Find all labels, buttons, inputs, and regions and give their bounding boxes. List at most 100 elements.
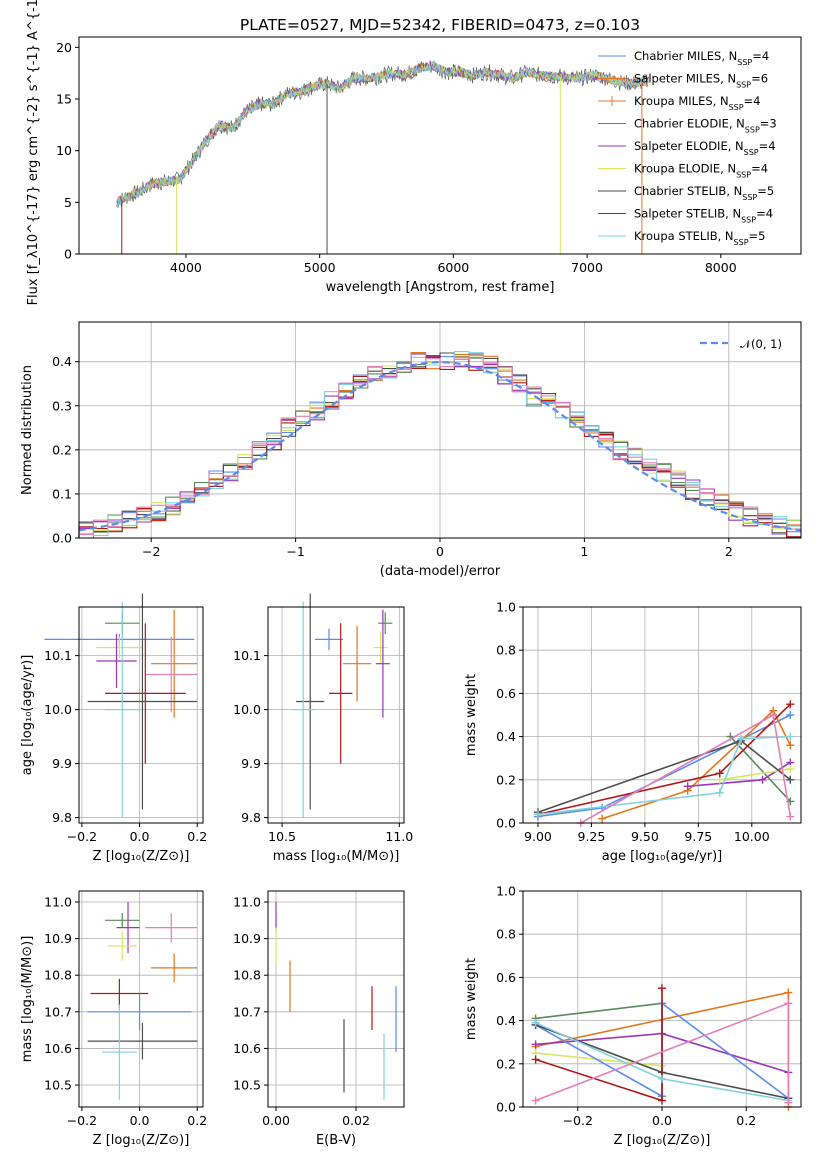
y-axis-label: mass [log₁₀(M/M⊙)] [20,936,35,1063]
x-tick-label: −0.2 [563,1113,593,1128]
x-tick-label: 0.0 [130,1113,150,1128]
legend-label: Chabrier MILES, NSSP=4 [634,49,769,67]
axes-frame [522,606,802,824]
x-tick-label: −1 [286,544,304,559]
axes-frame [78,321,802,539]
axes-frame [267,890,405,1108]
weight-point [658,1096,666,1105]
x-tick-label: 0.0 [130,829,150,844]
weight-point [715,769,724,778]
y-tick-label: 9.8 [241,810,261,825]
x-tick-label: 0.02 [342,1113,370,1128]
x-tick-label: 11.0 [385,829,413,844]
weight-point [784,999,793,1008]
y-tick-label: 10.1 [44,648,72,663]
x-tick-label: 8000 [705,260,737,275]
x-tick-label: 0.0 [652,1113,672,1128]
histogram-step [78,355,801,538]
x-tick-label: 9.25 [578,829,606,844]
y-tick-label: 10.6 [44,1041,72,1056]
weight-point [683,782,692,791]
y-axis-label: age [log₁₀(age/yr)] [20,655,35,776]
y-tick-label: 0.2 [496,1056,516,1071]
y-tick-label: 10.1 [233,648,261,663]
x-tick-label: −0.2 [67,1113,97,1128]
x-axis-label: (data-model)/error [380,564,501,579]
y-tick-label: 9.9 [52,756,72,771]
y-tick-label: 0.4 [496,1013,516,1028]
x-axis-label: Z [log₁₀(Z/Z⊙)] [93,849,190,864]
x-tick-label: 1 [580,544,588,559]
weight-point [786,711,795,719]
weight-point [531,1018,540,1027]
x-tick-label: 6000 [437,260,469,275]
x-tick-label: 0.00 [262,1113,290,1128]
legend-label: Chabrier STELIB, NSSP=5 [634,184,774,202]
weight-point [737,734,746,743]
y-tick-label: 20 [56,40,72,55]
axes-frame [78,890,204,1108]
weight-point [531,1096,540,1105]
x-tick-label: 7000 [571,260,603,275]
y-tick-label: 11.0 [44,894,72,909]
y-tick-label: 0.2 [52,442,72,457]
weight-line [729,736,791,802]
y-tick-label: 10.8 [233,968,261,983]
y-tick-label: 0.4 [52,354,72,369]
spectrum-line [116,60,649,208]
y-tick-label: 0.4 [496,729,516,744]
y-tick-label: 0.3 [52,398,72,413]
weight-point [786,775,795,784]
x-axis-label: Z [log₁₀(Z/Z⊙)] [614,1133,711,1148]
weight-point [786,700,795,709]
x-tick-label: −0.2 [67,829,97,844]
weight-point [769,711,778,719]
y-tick-label: 1.0 [496,884,516,899]
gaussian-curve [78,360,802,532]
y-tick-label: 10.5 [233,1078,261,1093]
x-tick-label: 10.00 [734,829,770,844]
legend-label: Chabrier ELODIE, NSSP=3 [634,117,777,135]
y-axis-label: Flux [f_λ10^{-17} erg cm^{-2} s^{-1} A^{… [26,0,41,305]
y-tick-label: 0 [64,247,72,262]
x-tick-label: 10.5 [268,829,296,844]
weight-point [786,812,795,821]
legend-label: Kroupa MILES, NSSP=4 [634,94,760,112]
y-tick-label: 10.9 [233,931,261,946]
histogram-step [78,353,801,538]
weight-point [786,732,795,741]
y-tick-label: 0.8 [496,643,516,658]
y-tick-label: 11.0 [233,894,261,909]
x-tick-label: 9.50 [631,829,659,844]
x-tick-label: −2 [142,544,160,559]
weight-point [715,788,724,797]
spectrum-line [116,61,649,207]
axes-frame [522,890,802,1108]
y-tick-label: 0.2 [496,772,516,787]
x-tick-label: 0 [436,544,444,559]
weight-point [531,1040,540,1049]
axes-frame [78,36,802,255]
x-tick-label: 9.00 [524,829,552,844]
x-axis-label: mass [log₁₀(M/M⊙)] [273,849,400,864]
weight-line [601,709,792,820]
y-tick-label: 0.0 [52,531,72,546]
y-tick-label: 0.8 [496,927,516,942]
y-tick-label: 0.6 [496,686,516,701]
legend-label: Kroupa STELIB, NSSP=5 [634,229,765,247]
y-axis-label: mass weight [464,958,479,1040]
spectrum-line [116,61,649,208]
x-tick-label: 0.2 [736,1113,756,1128]
weight-point [758,775,767,784]
y-tick-label: 9.8 [52,810,72,825]
weight-point [531,1055,540,1064]
y-tick-label: 10.0 [44,702,72,717]
axes-frame [267,606,405,824]
x-tick-label: 9.75 [684,829,712,844]
spectrum-line [116,62,649,204]
y-tick-label: 10.7 [233,1004,261,1019]
weight-point [786,741,795,750]
axes-frame [78,606,204,824]
x-tick-label: 2 [725,544,733,559]
